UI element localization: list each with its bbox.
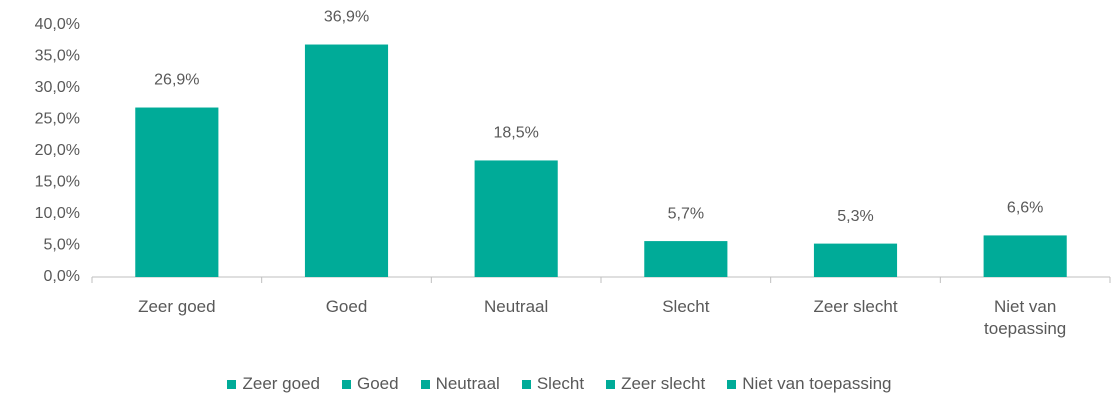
- data-label: 18,5%: [493, 125, 538, 142]
- legend-item: Neutraal: [420, 374, 500, 394]
- legend-swatch: [420, 379, 430, 389]
- legend-item: Niet van toepassing: [727, 374, 892, 394]
- y-tick-label: 15,0%: [35, 174, 80, 191]
- legend-label: Niet van toepassing: [742, 374, 892, 393]
- bar: [983, 235, 1067, 277]
- bar: [474, 160, 558, 277]
- legend-label: Zeer goed: [242, 374, 320, 393]
- bar: [644, 241, 728, 277]
- y-tick-label: 35,0%: [35, 48, 80, 65]
- y-tick-label: 5,0%: [44, 237, 80, 254]
- data-label: 26,9%: [154, 72, 199, 89]
- bar: [135, 107, 219, 277]
- legend-label: Zeer slecht: [621, 374, 706, 393]
- y-tick-label: 25,0%: [35, 111, 80, 128]
- legend-swatch: [727, 379, 737, 389]
- data-label: 5,3%: [837, 208, 873, 225]
- legend-item: Goed: [341, 374, 399, 394]
- x-tick-label: Zeer slecht: [813, 297, 898, 316]
- y-tick-label: 10,0%: [35, 205, 80, 222]
- y-tick-label: 20,0%: [35, 142, 80, 159]
- bar: [813, 243, 898, 277]
- legend-swatch: [606, 379, 616, 389]
- y-tick-label: 30,0%: [35, 79, 80, 96]
- legend: Zeer goed Goed Neutraal Slecht Zeer slecht Ni…: [0, 374, 1119, 394]
- y-tick-label: 0,0%: [44, 268, 80, 285]
- x-tick-label: Zeer goed: [138, 297, 216, 316]
- legend-label: Goed: [356, 374, 399, 393]
- x-tick-label: Neutraal: [484, 297, 549, 316]
- legend-item: Zeer slecht: [606, 374, 705, 394]
- data-label: 5,7%: [668, 205, 704, 222]
- data-label: 36,9%: [324, 9, 369, 26]
- bar: [304, 44, 389, 277]
- legend-label: Slecht: [536, 374, 585, 393]
- legend-item: Slecht: [521, 374, 585, 394]
- legend-label: Neutraal: [435, 374, 500, 393]
- x-tick-label: Slecht: [662, 297, 710, 316]
- legend-item: Zeer goed: [227, 374, 320, 394]
- data-label: 6,6%: [1007, 200, 1043, 217]
- x-tick-label: Niet van toepassing: [984, 297, 1067, 338]
- legend-swatch: [227, 379, 237, 389]
- legend-swatch: [521, 379, 531, 389]
- legend-swatch: [341, 379, 351, 389]
- y-tick-label: 40,0%: [35, 16, 80, 33]
- x-tick-label: Goed: [325, 297, 368, 316]
